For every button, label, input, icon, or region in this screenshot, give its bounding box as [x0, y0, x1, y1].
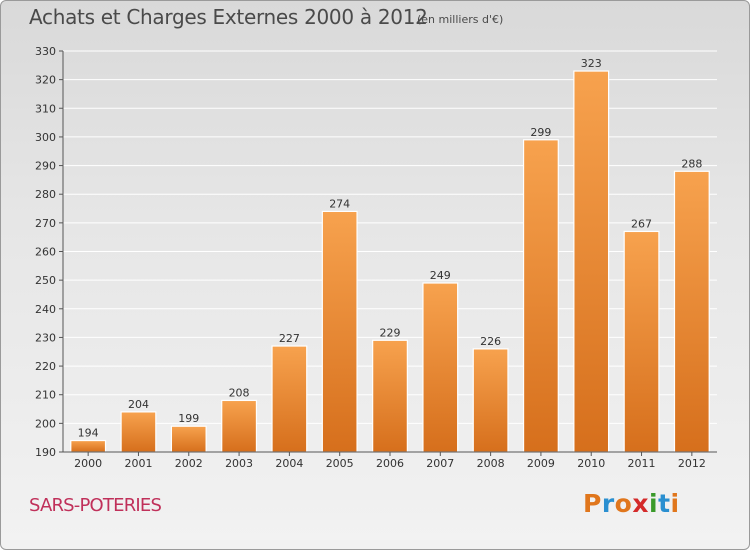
bar-2009 [522, 139, 559, 453]
data-label-2010: 323 [581, 57, 602, 70]
x-tick-label-2001: 2001 [124, 457, 152, 470]
bar-2000 [70, 439, 107, 453]
y-tick-label: 320 [35, 74, 56, 87]
y-tick-label: 280 [35, 188, 56, 201]
data-label-2003: 208 [229, 386, 250, 399]
y-tick-label: 200 [35, 417, 56, 430]
bar-2005 [321, 210, 358, 453]
x-tick-label-2010: 2010 [577, 457, 605, 470]
data-label-2009: 299 [530, 126, 551, 139]
x-tick-label-2005: 2005 [326, 457, 354, 470]
data-label-2004: 227 [279, 332, 300, 345]
data-label-2008: 226 [480, 335, 501, 348]
x-tick-label-2002: 2002 [175, 457, 203, 470]
logo-letter: x [632, 489, 649, 518]
y-tick-label: 240 [35, 303, 56, 316]
bar-2006 [372, 339, 408, 453]
x-tick-label-2006: 2006 [376, 457, 404, 470]
y-tick-label: 330 [35, 45, 56, 58]
axes [59, 50, 717, 456]
y-tick-label: 290 [35, 160, 56, 173]
logo-letter: P [583, 489, 602, 518]
data-label-2006: 229 [380, 326, 401, 339]
y-tick-label: 220 [35, 360, 56, 373]
y-tick-label: 210 [35, 389, 56, 402]
y-tick-label: 310 [35, 102, 56, 115]
bar-2001 [120, 411, 157, 453]
x-tick-label-2011: 2011 [628, 457, 656, 470]
data-label-2012: 288 [681, 157, 702, 170]
logo-letter: o [614, 489, 633, 518]
x-tick-label-2007: 2007 [426, 457, 454, 470]
x-tick-label-2003: 2003 [225, 457, 253, 470]
bar-2012 [673, 170, 710, 453]
logo-letter: r [601, 489, 615, 518]
data-label-2001: 204 [128, 398, 149, 411]
x-tick-label-2008: 2008 [477, 457, 505, 470]
bar-2011 [623, 230, 660, 453]
bar-2003 [221, 399, 258, 453]
logo-letter: i [649, 489, 659, 518]
logo-letter: i [670, 489, 680, 518]
labels: 190 200 210 220 230 240 250 260 270 280 290 300 310 3… [35, 45, 706, 470]
logo-letter: t [658, 489, 671, 518]
y-tick-label: 300 [35, 131, 56, 144]
y-tick-label: 230 [35, 331, 56, 344]
data-label-2007: 249 [430, 269, 451, 282]
data-label-2011: 267 [631, 217, 652, 230]
y-tick-label: 250 [35, 274, 56, 287]
proxiti-logo: Proxiti [583, 489, 680, 518]
bar-2008 [472, 348, 509, 453]
data-label-2002: 199 [178, 412, 199, 425]
bar-2007 [422, 282, 459, 453]
town-name: SARS-POTERIES [29, 495, 162, 516]
chart-subtitle: (en milliers d'€) [417, 13, 504, 26]
chart-title: Achats et Charges Externes 2000 à 2012 [29, 5, 428, 29]
y-tick-label: 190 [35, 446, 56, 459]
data-label-2005: 274 [329, 197, 350, 210]
y-tick-label: 260 [35, 246, 56, 259]
bar-2004 [271, 345, 308, 453]
x-tick-label-2004: 2004 [275, 457, 303, 470]
data-label-2000: 194 [78, 427, 99, 440]
x-tick-label-2000: 2000 [74, 457, 102, 470]
y-tick-label: 270 [35, 217, 56, 230]
bar-2010 [573, 70, 610, 453]
bar-2002 [170, 425, 207, 453]
x-tick-label-2012: 2012 [678, 457, 706, 470]
x-tick-label-2009: 2009 [527, 457, 555, 470]
